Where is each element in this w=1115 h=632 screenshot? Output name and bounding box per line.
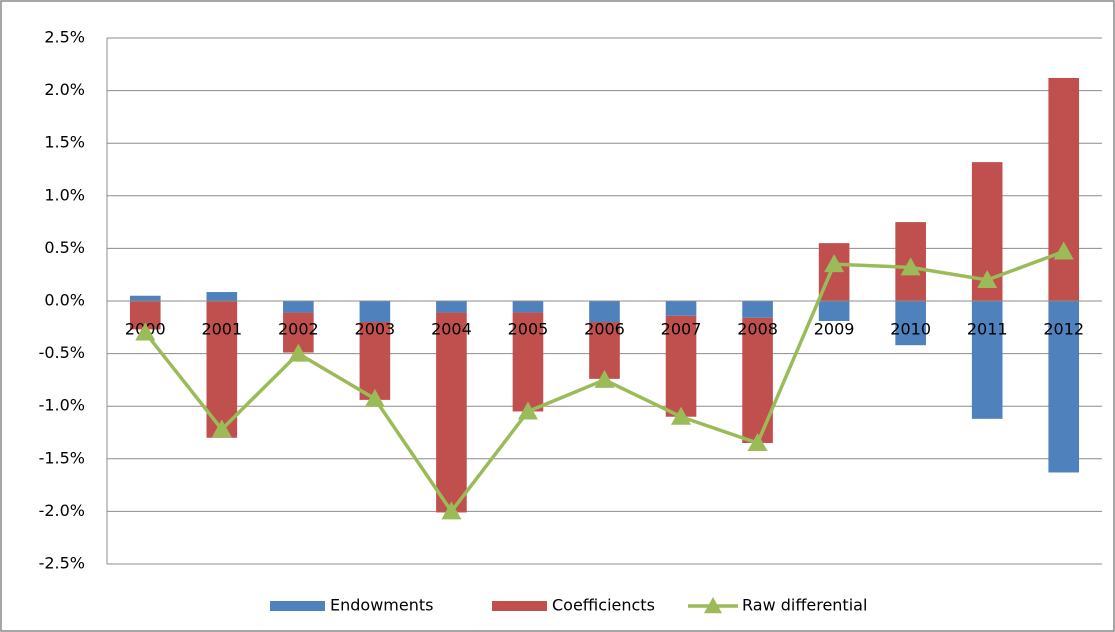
legend-label: Endowments [330, 596, 433, 615]
legend-swatch [270, 601, 325, 611]
line-marker [671, 406, 692, 425]
bar [512, 312, 544, 412]
bar [436, 301, 467, 313]
y-tick-label: 2.5% [44, 28, 85, 47]
y-tick-label: -2.0% [39, 501, 85, 520]
bar [589, 322, 620, 379]
y-tick-label: 0.0% [44, 291, 85, 310]
bar [665, 301, 697, 316]
bar [971, 301, 1003, 419]
bar [665, 315, 697, 417]
legend-swatch [492, 601, 547, 611]
line-marker [364, 388, 385, 407]
y-tick-label: -1.5% [39, 448, 85, 467]
x-tick-label: 2006 [584, 320, 625, 339]
bar [359, 301, 391, 323]
x-tick-label: 2009 [814, 320, 855, 339]
bar [283, 301, 314, 313]
bar [589, 301, 620, 323]
bar [512, 301, 544, 313]
x-tick-label: 2003 [355, 320, 396, 339]
y-tick-label: 0.5% [44, 238, 85, 257]
line-marker [135, 322, 156, 341]
x-tick-label: 2007 [661, 320, 702, 339]
x-tick-label: 2001 [201, 320, 242, 339]
bar [436, 312, 467, 513]
y-tick-label: -0.5% [39, 343, 85, 362]
line-marker [517, 401, 538, 420]
line-marker [977, 269, 998, 288]
bar [359, 322, 391, 400]
x-tick-label: 2012 [1043, 320, 1084, 339]
x-tick-label: 2008 [737, 320, 778, 339]
x-tick-label: 2002 [278, 320, 319, 339]
legend-label: Coefficiencts [552, 596, 655, 615]
x-tick-label: 2005 [508, 320, 549, 339]
line-marker [211, 419, 232, 438]
y-tick-label: 2.0% [44, 80, 85, 99]
line-marker [747, 433, 768, 452]
bar [895, 301, 926, 346]
bar [818, 301, 850, 321]
bar [1048, 301, 1080, 473]
line-marker [441, 501, 462, 520]
y-tick-label: -2.5% [39, 554, 85, 573]
bar [206, 292, 238, 301]
y-tick-label: 1.0% [44, 185, 85, 204]
line-marker [288, 343, 309, 362]
y-tick-label: 1.5% [44, 133, 85, 152]
line-marker [900, 257, 921, 276]
x-tick-label: 2010 [890, 320, 931, 339]
line-marker [824, 254, 845, 273]
bar [1048, 77, 1080, 301]
y-tick-label: -1.0% [39, 396, 85, 415]
x-tick-label: 2004 [431, 320, 472, 339]
legend-label: Raw differential [742, 596, 867, 615]
line-marker [594, 369, 615, 388]
legend-marker [704, 597, 722, 614]
x-tick-label: 2011 [967, 320, 1008, 339]
bar [129, 295, 161, 301]
bar [742, 301, 773, 318]
line-marker [1053, 241, 1074, 260]
